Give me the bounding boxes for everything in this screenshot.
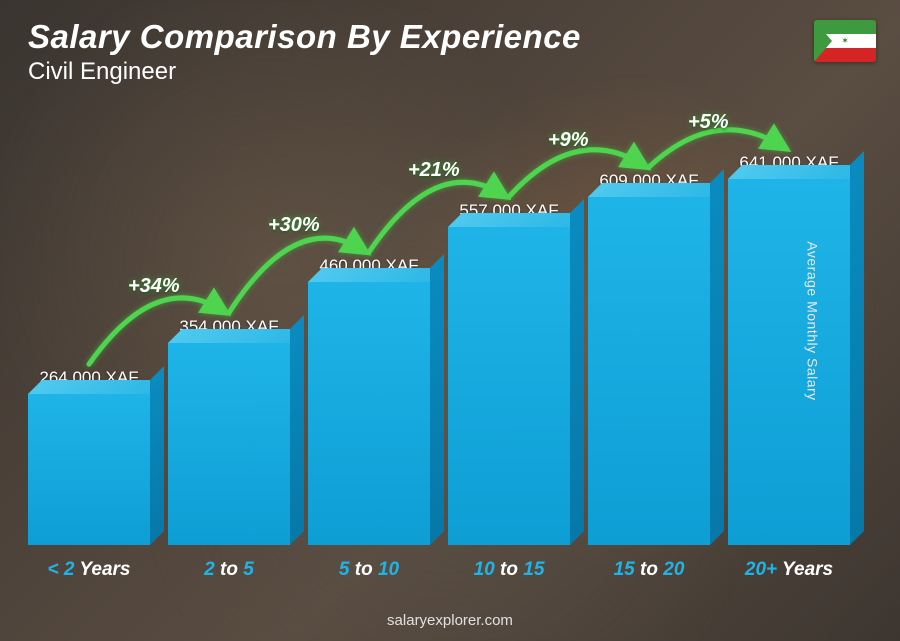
y-axis-label: Average Monthly Salary <box>804 241 820 400</box>
bar-front-face <box>308 282 430 545</box>
bar-front-face <box>448 227 570 545</box>
header: Salary Comparison By Experience Civil En… <box>28 18 581 86</box>
country-flag: ✶ <box>814 20 876 62</box>
flag-emblem-icon: ✶ <box>841 36 849 47</box>
x-label-0: < 2 Years <box>28 559 150 581</box>
x-label-2: 5 to 10 <box>308 559 430 581</box>
bar-top-face <box>588 183 724 197</box>
bar-3d <box>448 227 570 545</box>
bar-0: 264,000 XAF <box>28 368 150 545</box>
bar-front-face <box>168 343 290 545</box>
bar-top-face <box>308 268 444 282</box>
chart-subtitle: Civil Engineer <box>28 58 581 86</box>
x-label-3: 10 to 15 <box>448 559 570 581</box>
bar-2: 460,000 XAF <box>308 256 430 545</box>
bar-top-face <box>448 213 584 227</box>
bar-4: 609,000 XAF <box>588 171 710 545</box>
bar-side-face <box>850 151 864 545</box>
footer-attribution: salaryexplorer.com <box>0 612 900 629</box>
bar-top-face <box>728 165 864 179</box>
x-label-1: 2 to 5 <box>168 559 290 581</box>
bars-container: 264,000 XAF 354,000 XAF 460,000 XAF 557,… <box>28 145 850 545</box>
bar-side-face <box>430 254 444 545</box>
x-label-4: 15 to 20 <box>588 559 710 581</box>
bar-front-face <box>728 179 850 545</box>
bar-3: 557,000 XAF <box>448 201 570 545</box>
x-label-5: 20+ Years <box>728 559 850 581</box>
bar-3d <box>28 394 150 545</box>
bar-3d <box>728 179 850 545</box>
bar-3d <box>168 343 290 545</box>
bar-front-face <box>28 394 150 545</box>
bar-1: 354,000 XAF <box>168 317 290 545</box>
bar-5: 641,000 XAF <box>728 153 850 545</box>
x-axis-labels: < 2 Years 2 to 5 5 to 10 10 to 15 15 to 20 20… <box>28 559 850 581</box>
bar-top-face <box>28 380 164 394</box>
bar-3d <box>308 282 430 545</box>
bar-side-face <box>150 366 164 545</box>
bar-side-face <box>570 199 584 545</box>
chart-title: Salary Comparison By Experience <box>28 18 581 56</box>
bar-top-face <box>168 329 304 343</box>
bar-3d <box>588 197 710 545</box>
bar-chart: 264,000 XAF 354,000 XAF 460,000 XAF 557,… <box>28 120 850 581</box>
bar-side-face <box>290 315 304 545</box>
bar-side-face <box>710 169 724 545</box>
bar-front-face <box>588 197 710 545</box>
flag-triangle <box>814 20 832 62</box>
